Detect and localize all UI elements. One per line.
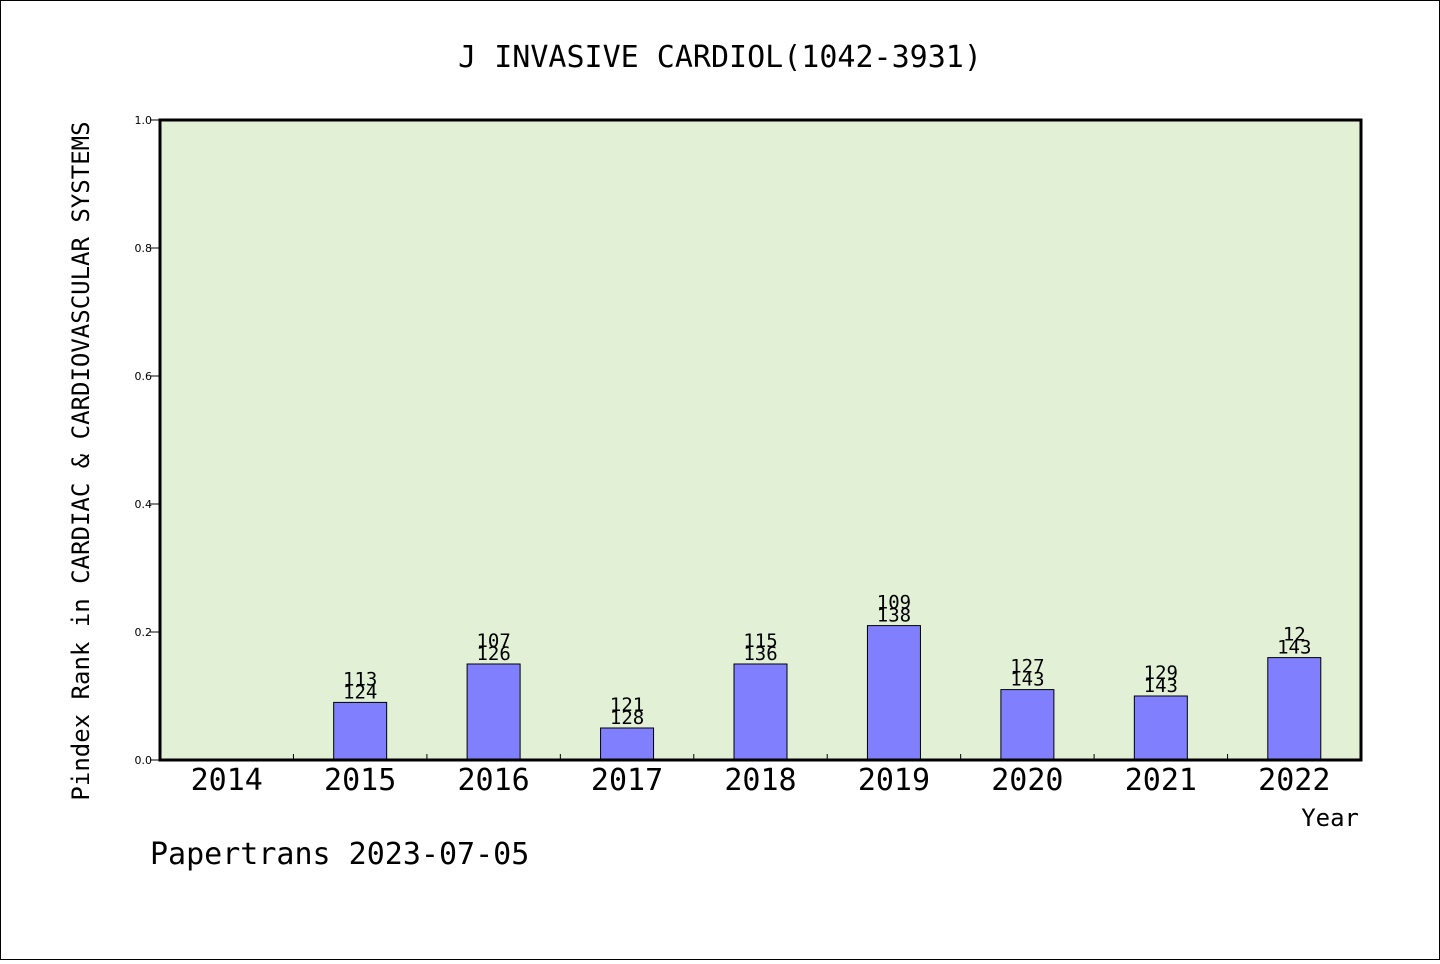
- x-tick-label: 2022: [1258, 763, 1330, 798]
- data-label-top: 107: [476, 630, 510, 652]
- plot-area: [160, 120, 1361, 760]
- data-label-top: 129: [1144, 662, 1178, 684]
- bar-2016: [466, 663, 521, 761]
- bar-2021: [1133, 695, 1188, 761]
- y-axis-label: Pindex Rank in CARDIAC & CARDIOVASCULAR …: [67, 121, 95, 800]
- data-label-bottom: 143: [1144, 675, 1178, 697]
- data-label-bottom: 143: [1277, 637, 1311, 659]
- x-tick-label: 2021: [1125, 763, 1197, 798]
- bar-2015: [333, 701, 388, 761]
- bars-group: 1241131261071281211361151381091431271431…: [333, 592, 1322, 761]
- data-label-bottom: 136: [743, 643, 777, 665]
- x-tick-label: 2018: [724, 763, 796, 798]
- data-label-bottom: 128: [610, 707, 644, 729]
- x-tick-label: 2014: [191, 763, 263, 798]
- bar-2022: [1267, 657, 1322, 761]
- y-tick-label: 0.8: [135, 242, 153, 255]
- y-tick-label: 0.0: [135, 754, 153, 767]
- data-label-top: 127: [1010, 656, 1044, 678]
- x-tick-label: 2016: [457, 763, 529, 798]
- x-tick-label: 2020: [991, 763, 1063, 798]
- data-label-top: 12: [1283, 624, 1306, 646]
- footer-text: Papertrans 2023-07-05: [150, 837, 529, 872]
- y-tick-label: 0.2: [135, 626, 153, 639]
- chart-title: J INVASIVE CARDIOL(1042-3931): [458, 40, 982, 75]
- data-label-top: 113: [343, 668, 377, 690]
- data-label-bottom: 138: [877, 605, 911, 627]
- y-tick-label: 1.0: [135, 114, 153, 127]
- data-label-top: 121: [610, 694, 644, 716]
- x-tick-label: 2019: [858, 763, 930, 798]
- data-label-top: 109: [877, 592, 911, 614]
- y-tick-label: 0.4: [135, 498, 153, 511]
- data-label-bottom: 143: [1010, 669, 1044, 691]
- x-tick-label: 2015: [324, 763, 396, 798]
- bar-2018: [733, 663, 788, 761]
- plot-border: [158, 118, 1363, 762]
- data-label-top: 115: [743, 630, 777, 652]
- bar-2017: [600, 727, 655, 761]
- y-tick-label: 0.6: [135, 370, 153, 383]
- data-label-bottom: 124: [343, 681, 377, 703]
- x-axis-label: Year: [1301, 804, 1359, 832]
- x-tick-label: 2017: [591, 763, 663, 798]
- bar-2020: [1000, 689, 1055, 761]
- ticks-group: 0.0 0.2 0.4 0.6 0.8 1.0 2014 2015 2016 2017 2018 20…: [135, 114, 1331, 798]
- data-label-bottom: 126: [476, 643, 510, 665]
- bar-2019: [866, 625, 921, 761]
